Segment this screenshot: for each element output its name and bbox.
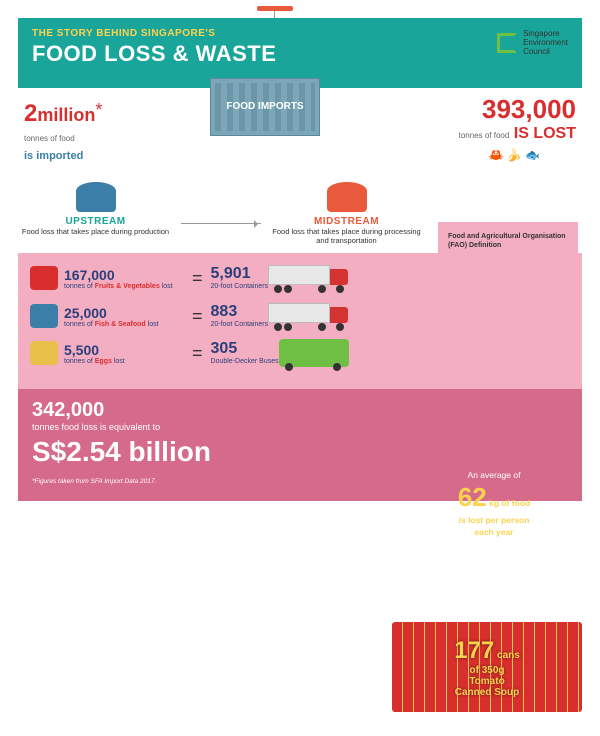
cans-unit: cans	[497, 650, 520, 661]
def-heading: Food and Agricultural Organisation (FAO)…	[448, 233, 566, 249]
can-product1: Tomato	[469, 676, 504, 687]
cans-text: 177 cans of 350g Tomato Canned Soup	[392, 622, 582, 712]
equiv-unit: 20-foot Containers	[211, 321, 269, 329]
avg-pre: An average of	[414, 470, 574, 480]
loss-amount: 25,000	[64, 305, 184, 321]
equiv-num: 5,901	[211, 265, 269, 283]
avg-line1: is lost per person	[414, 515, 574, 525]
barn-icon	[76, 182, 116, 212]
equals-icon: =	[192, 268, 203, 289]
loss-category-icon	[30, 304, 58, 328]
import-sub1: tonnes of food	[24, 134, 75, 143]
loss-sub: tonnes of Fruits & Vegetables lost	[64, 283, 184, 290]
loss-left: 5,500 tonnes of Eggs lost	[64, 342, 184, 365]
lost-label: IS LOST	[514, 125, 576, 142]
midstream: MIDSTREAM Food loss that takes place dur…	[269, 182, 424, 245]
lost-stat: 393,000 tonnes of food IS LOST	[459, 94, 576, 143]
loss-row: 25,000 tonnes of Fish & Seafood lost = 8…	[30, 301, 570, 331]
bus-icon	[279, 339, 349, 367]
food-scatter-icon: 🦀 🍌 🐟	[489, 148, 541, 162]
cans-graphic: 177 cans of 350g Tomato Canned Soup	[392, 622, 582, 712]
loss-row: 167,000 tonnes of Fruits & Vegetables lo…	[30, 263, 570, 293]
equiv-unit: Double-Decker Buses	[211, 358, 279, 366]
import-stat: 2million* tonnes of food is imported	[18, 100, 218, 170]
loss-category-icon	[30, 266, 58, 290]
equals-icon: =	[192, 343, 203, 364]
upstream-desc: Food loss that takes place during produc…	[18, 227, 173, 236]
arrow-icon	[181, 223, 261, 224]
avg-kg-unit: kg of food	[489, 498, 530, 508]
avg-line2: each year	[414, 527, 574, 537]
loss-sub: tonnes of Fish & Seafood lost	[64, 321, 184, 328]
loss-amount: 5,500	[64, 342, 184, 358]
infographic-page: THE STORY BEHIND SINGAPORE'S FOOD LOSS &…	[0, 0, 600, 736]
loss-sub: tonnes of Eggs lost	[64, 358, 184, 365]
logo-text: Singapore Environment Council	[523, 30, 568, 56]
equiv-num: 883	[211, 303, 269, 321]
midstream-title: MIDSTREAM	[269, 216, 424, 227]
factory-icon	[327, 182, 367, 212]
total-sub: tonnes food loss is equivalent to	[32, 422, 568, 432]
cans-num: 177	[454, 637, 494, 664]
top-stats: 2million* tonnes of food is imported 393…	[18, 88, 582, 178]
avg-kg-num: 62	[458, 482, 487, 512]
loss-breakdown: 167,000 tonnes of Fruits & Vegetables lo…	[18, 253, 582, 389]
equals-icon: =	[192, 306, 203, 327]
total-money: S$2.54 billion	[32, 436, 568, 468]
upstream-title: UPSTREAM	[18, 216, 173, 227]
loss-category-icon	[30, 341, 58, 365]
loss-amount: 167,000	[64, 267, 184, 283]
import-unit: million	[37, 105, 95, 125]
loss-row: 5,500 tonnes of Eggs lost = 305 Double-D…	[30, 339, 570, 367]
can-product2: Canned Soup	[455, 687, 519, 698]
loss-right: 305 Double-Decker Buses	[211, 340, 279, 366]
average-box: An average of 62 kg of food is lost per …	[414, 468, 574, 551]
can-size: of 350g	[469, 665, 504, 676]
import-number: 2	[24, 100, 37, 127]
sec-logo: Singapore Environment Council	[497, 30, 568, 56]
loss-left: 167,000 tonnes of Fruits & Vegetables lo…	[64, 267, 184, 290]
equiv-num: 305	[211, 340, 279, 358]
lost-sub: tonnes of food	[459, 131, 510, 140]
logo-mark-icon	[497, 33, 517, 53]
equiv-unit: 20-foot Containers	[211, 283, 269, 291]
loss-right: 883 20-foot Containers	[211, 303, 269, 329]
import-star: *	[95, 100, 102, 120]
loss-right: 5,901 20-foot Containers	[211, 265, 269, 291]
lost-number: 393,000	[459, 94, 576, 125]
total-tonnes: 342,000	[32, 399, 104, 421]
avg-equiv: is equivalent to	[414, 539, 574, 549]
import-sub2: is imported	[24, 150, 83, 162]
upstream: UPSTREAM Food loss that takes place duri…	[18, 182, 173, 236]
header-subtitle: THE STORY BEHIND SINGAPORE'S	[32, 28, 568, 39]
header-title: FOOD LOSS & WASTE	[32, 41, 568, 67]
truck-icon	[268, 301, 358, 331]
truck-icon	[268, 263, 358, 293]
loss-left: 25,000 tonnes of Fish & Seafood lost	[64, 305, 184, 328]
midstream-desc: Food loss that takes place during proces…	[269, 227, 424, 245]
